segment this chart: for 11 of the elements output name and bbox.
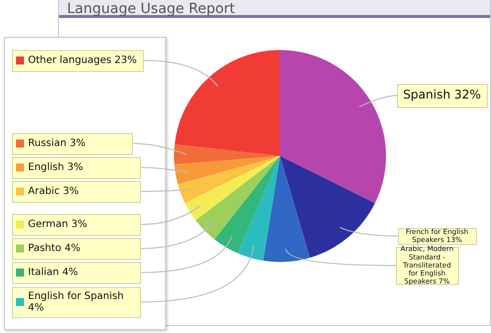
legend-label: Arabic 3% [28, 186, 79, 198]
legend-label: Other languages 23% [28, 55, 137, 66]
legend-label: Russian 3% [28, 138, 86, 150]
chart-title: Language Usage Report [59, 0, 490, 18]
legend-label: Pashto 4% [28, 243, 80, 254]
slice-label: Spanish 32% [403, 88, 481, 102]
data-label: 4% [28, 302, 44, 314]
legend-label: German 3% [28, 219, 88, 230]
legend-label: Italian 4% [28, 267, 78, 278]
legend-label: English for Spanish [28, 290, 124, 302]
legend-label: English 3% [28, 162, 84, 174]
